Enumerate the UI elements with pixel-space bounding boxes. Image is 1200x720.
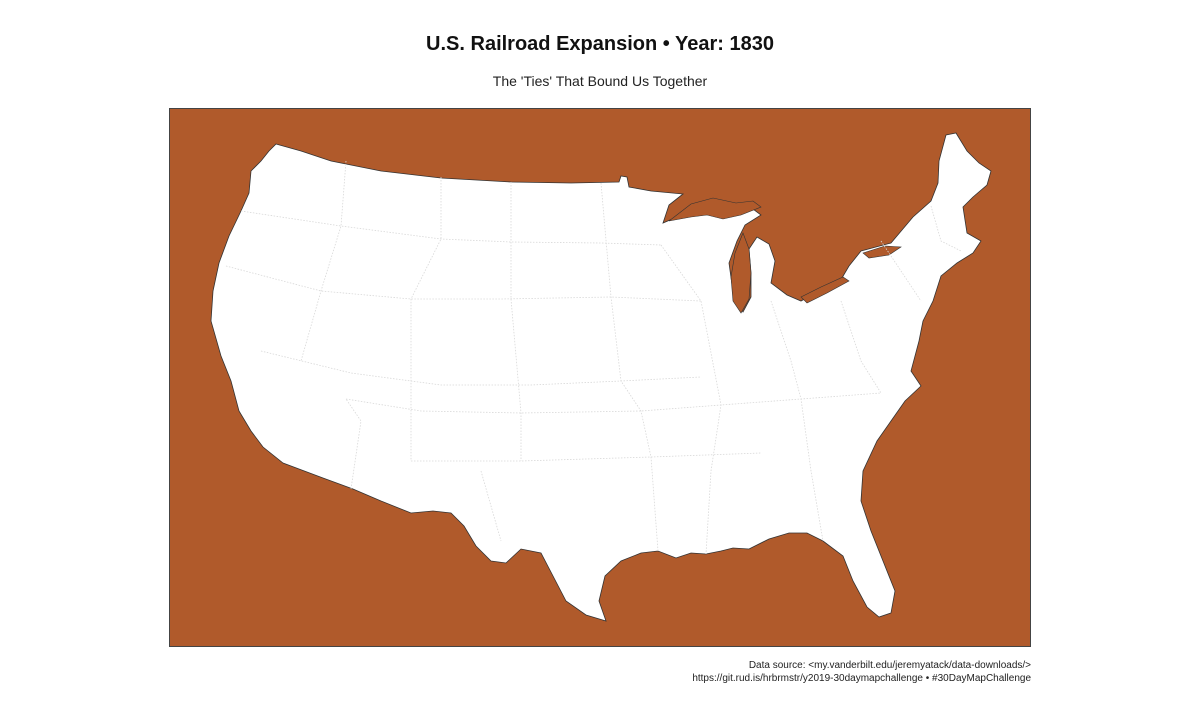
caption-repo-link: https://git.rud.is/hrbrmstr/y2019-30daym… xyxy=(692,673,1031,684)
caption-data-source: Data source: <my.vanderbilt.edu/jeremyat… xyxy=(748,660,1031,671)
lake-superior xyxy=(668,197,762,222)
map-subtitle: The 'Ties' That Bound Us Together xyxy=(492,73,708,89)
lake-michigan xyxy=(730,232,752,314)
map-panel xyxy=(169,108,1031,647)
map-title: U.S. Railroad Expansion • Year: 1830 xyxy=(426,33,774,55)
state-borders xyxy=(225,160,962,555)
lake-erie xyxy=(800,276,850,304)
us-map xyxy=(170,109,1030,646)
lake-ontario xyxy=(862,245,902,259)
data-source-caption: Data source: <my.vanderbilt.edu/jeremyat… xyxy=(692,659,1031,685)
us-landmass xyxy=(210,132,992,622)
